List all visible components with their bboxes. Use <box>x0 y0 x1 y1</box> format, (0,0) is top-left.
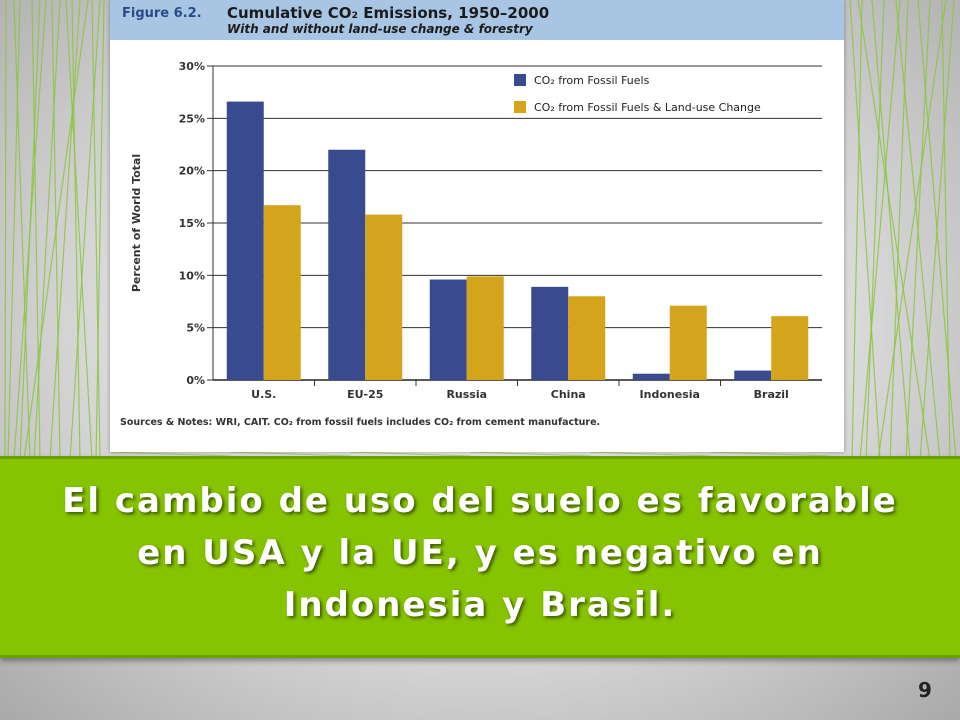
decor-line <box>91 0 101 461</box>
bar-landuse <box>568 296 606 380</box>
decor-line <box>349 451 471 457</box>
decor-line <box>857 0 931 461</box>
bar-chart: 0% 5% 10% 15% 20% 25% 30% Percent of World Tota… <box>130 60 822 401</box>
decor-line <box>849 0 881 461</box>
y-tick-label: 15% <box>179 217 205 230</box>
y-axis-label: Percent of World Total <box>130 154 143 292</box>
decor-line <box>49 0 81 461</box>
sources-note: Sources & Notes: WRI, CAIT. CO₂ from fos… <box>120 417 601 428</box>
chart-title: Cumulative CO₂ Emissions, 1950–2000 <box>227 4 550 22</box>
decor-line <box>23 0 89 461</box>
bar-fossil <box>226 101 264 380</box>
bar-fossil <box>328 149 366 380</box>
decor-line <box>859 0 901 461</box>
y-tick-label: 0% <box>186 374 205 387</box>
decor-line <box>871 0 911 461</box>
y-tick-label: 25% <box>179 112 205 125</box>
figure-panel: Figure 6.2. Cumulative CO₂ Emissions, 19… <box>110 0 844 452</box>
page-number: 9 <box>918 678 932 702</box>
decor-line <box>877 0 947 461</box>
chart-subtitle: With and without land-use change & fores… <box>227 22 533 36</box>
y-tick-label: 20% <box>179 165 205 178</box>
y-tick-label: 5% <box>186 322 205 335</box>
decor-line <box>469 451 591 457</box>
decor-line <box>589 451 711 457</box>
decor-line <box>905 0 931 461</box>
legend-label: CO₂ from Fossil Fuels & Land-use Change <box>534 101 761 114</box>
decor-line <box>65 0 93 461</box>
x-tick-label: EU-25 <box>347 388 383 401</box>
slide-caption: El cambio de uso del suelo es favorable … <box>62 481 898 625</box>
decor-line <box>919 0 955 461</box>
decor-line <box>709 451 831 457</box>
decor-line <box>13 0 31 461</box>
bar-fossil <box>429 279 467 380</box>
decor-line <box>865 0 885 461</box>
decor-line <box>851 0 863 461</box>
x-tick-label: Indonesia <box>640 388 700 401</box>
y-tick-label: 30% <box>179 60 205 73</box>
decor-line <box>71 0 81 461</box>
bar-fossil <box>734 370 772 380</box>
legend-label: CO₂ from Fossil Fuels <box>534 74 650 87</box>
decor-line <box>889 0 909 461</box>
bar-landuse <box>263 205 301 380</box>
bar-landuse <box>365 214 403 380</box>
y-tick-label: 10% <box>179 269 205 282</box>
x-tick-label: Brazil <box>754 388 789 401</box>
figure-number: Figure 6.2. <box>122 6 202 21</box>
decor-line <box>109 451 231 457</box>
decor-line <box>4 0 7 461</box>
caption-band: El cambio de uso del suelo es favorable … <box>0 456 960 658</box>
decor-line <box>33 0 61 461</box>
x-tick-label: Russia <box>446 388 487 401</box>
x-tick-label: U.S. <box>251 388 276 401</box>
legend-swatch <box>514 74 526 86</box>
bar-landuse <box>466 276 504 380</box>
legend-swatch <box>514 101 526 113</box>
decor-line <box>7 0 21 461</box>
bar-fossil <box>632 373 670 380</box>
figure-header: Figure 6.2. Cumulative CO₂ Emissions, 19… <box>110 0 844 40</box>
bar-fossil <box>531 286 569 380</box>
decor-line <box>95 0 105 461</box>
bar-landuse <box>771 316 809 380</box>
decor-line <box>229 451 351 457</box>
x-tick-label: China <box>551 388 586 401</box>
decor-line <box>13 0 47 461</box>
decor-line <box>69 0 101 461</box>
bar-landuse <box>669 305 707 380</box>
decor-line <box>941 0 951 461</box>
